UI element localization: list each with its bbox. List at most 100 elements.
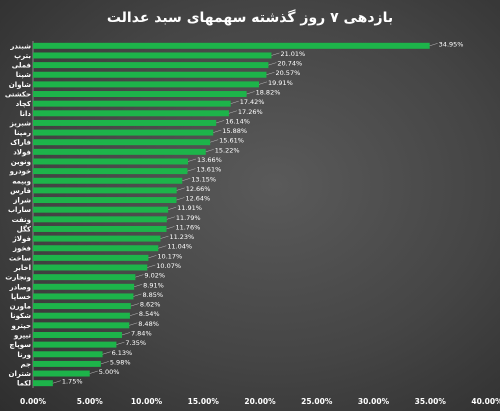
- category-label: اخابر: [13, 264, 31, 272]
- category-label: بترپ: [14, 52, 31, 60]
- data-label-leader: [166, 216, 175, 220]
- category-label: ساخت: [9, 254, 31, 262]
- category-label: تیپرو: [13, 331, 31, 339]
- data-label: 19.91%: [268, 79, 293, 87]
- data-label: 20.57%: [275, 69, 300, 77]
- x-tick-label: 25.00%: [301, 397, 333, 406]
- data-label-leader: [176, 197, 185, 201]
- data-label: 34.95%: [439, 40, 464, 48]
- bar: [33, 42, 430, 49]
- category-label: لکما: [17, 380, 31, 388]
- bar: [33, 380, 53, 387]
- category-label: شکونا: [10, 312, 31, 320]
- chart-title: بازدهی ۷ روز گذشته سهمهای سبد عدالت: [106, 10, 394, 26]
- data-label-leader: [228, 110, 237, 114]
- bar: [33, 225, 167, 232]
- data-label-leader: [147, 264, 156, 268]
- bar: [33, 110, 229, 117]
- category-label: دانا: [20, 110, 32, 118]
- data-label: 9.02%: [144, 272, 165, 280]
- category-label: ونجارت: [5, 274, 31, 282]
- data-label-leader: [129, 322, 138, 326]
- bar: [33, 62, 269, 69]
- data-label-leader: [271, 52, 280, 56]
- category-label: وبیمه: [12, 177, 31, 185]
- data-label: 15.88%: [222, 127, 247, 135]
- data-label-leader: [133, 293, 142, 297]
- data-label-leader: [176, 187, 185, 191]
- data-label-leader: [129, 312, 139, 316]
- data-label: 11.04%: [167, 243, 192, 251]
- data-label-leader: [158, 245, 167, 249]
- data-label-leader: [246, 91, 255, 95]
- bar: [33, 71, 267, 78]
- data-label: 11.76%: [175, 223, 200, 231]
- category-label: فولاد: [13, 148, 31, 156]
- data-label: 13.66%: [197, 156, 222, 164]
- data-label-leader: [135, 274, 144, 278]
- category-label: رمپنا: [14, 129, 31, 137]
- bar: [33, 81, 259, 88]
- data-label: 6.13%: [112, 349, 133, 357]
- data-label: 16.14%: [225, 117, 250, 125]
- data-label: 11.91%: [177, 204, 202, 212]
- data-label: 13.61%: [196, 166, 221, 174]
- data-label-leader: [89, 370, 98, 374]
- data-label-leader: [121, 332, 131, 336]
- category-label: شبریز: [9, 119, 31, 127]
- x-tick-label: 40.00%: [471, 397, 500, 406]
- bar: [33, 216, 167, 223]
- data-label-leader: [52, 380, 61, 384]
- data-label: 18.82%: [256, 89, 281, 97]
- data-label-leader: [213, 129, 222, 133]
- data-label: 11.23%: [169, 233, 194, 241]
- x-tick-label: 5.00%: [77, 397, 104, 406]
- data-label-leader: [166, 226, 175, 230]
- bar: [33, 303, 131, 310]
- category-label: شراز: [12, 197, 31, 205]
- data-label-leader: [258, 81, 268, 85]
- data-label-leader: [429, 43, 438, 47]
- category-label: ونفت: [12, 216, 31, 224]
- data-label: 7.35%: [125, 339, 146, 347]
- bar: [33, 264, 148, 271]
- bar: [33, 52, 272, 59]
- data-label-leader: [160, 235, 169, 239]
- data-label-leader: [216, 120, 225, 124]
- data-label: 10.17%: [157, 252, 182, 260]
- bar: [33, 245, 159, 252]
- category-label: فملی: [12, 62, 32, 70]
- category-label: جم: [20, 360, 31, 368]
- data-label: 11.79%: [176, 214, 201, 222]
- bar: [33, 168, 188, 175]
- data-label-leader: [130, 303, 139, 307]
- data-label: 7.84%: [131, 329, 152, 337]
- x-tick-label: 15.00%: [188, 397, 220, 406]
- data-label-leader: [187, 158, 197, 162]
- data-label: 12.64%: [185, 195, 210, 203]
- category-label: حپترو: [11, 322, 31, 330]
- data-label-leader: [266, 71, 275, 75]
- x-tick-label: 0.00%: [20, 397, 47, 406]
- category-label: ساراب: [8, 206, 31, 214]
- data-label-leader: [210, 139, 219, 143]
- x-tick-label: 35.00%: [415, 397, 447, 406]
- bar: [33, 119, 217, 126]
- data-label: 17.26%: [238, 108, 263, 116]
- bar: [33, 254, 149, 261]
- data-label: 10.07%: [156, 262, 181, 270]
- data-label: 8.48%: [138, 320, 159, 328]
- bar: [33, 100, 231, 107]
- bar: [33, 341, 117, 348]
- data-label: 8.54%: [139, 310, 160, 318]
- bar: [33, 177, 183, 184]
- data-label: 15.22%: [215, 146, 240, 154]
- data-label: 8.62%: [140, 301, 161, 309]
- data-label-leader: [100, 361, 109, 365]
- bar: [33, 235, 161, 242]
- bar: [33, 331, 122, 338]
- data-label: 12.66%: [186, 185, 211, 193]
- category-label: کگل: [17, 224, 32, 233]
